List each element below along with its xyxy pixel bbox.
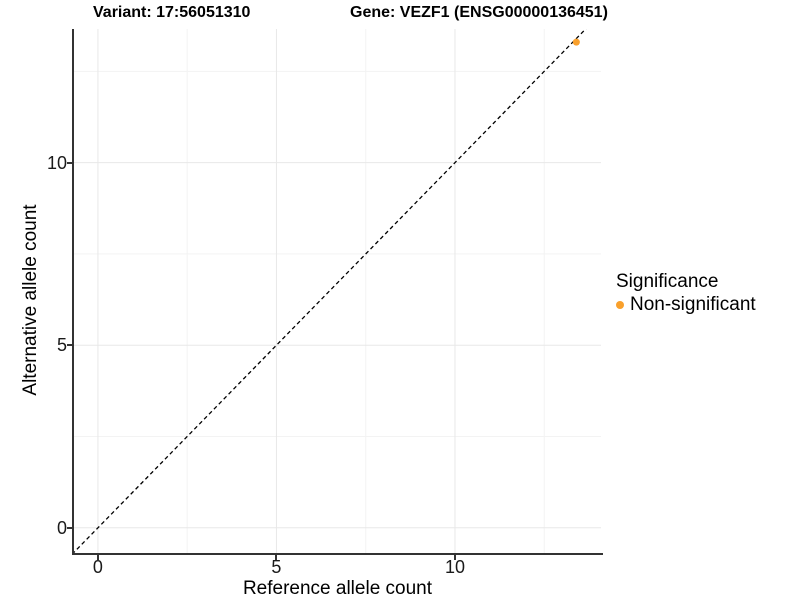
legend: Significance Non-significant (616, 270, 756, 316)
y-tick-label: 0 (56, 517, 67, 538)
x-axis-title: Reference allele count (242, 578, 433, 599)
x-tick-label: 5 (271, 557, 282, 577)
plot-canvas (74, 29, 601, 553)
y-tick-mark (67, 161, 72, 164)
non-significant-dot-icon (616, 300, 624, 309)
y-tick-label: 5 (56, 335, 67, 356)
x-tick-label: 0 (92, 557, 103, 577)
y-tick-mark (67, 526, 72, 529)
gene-title: Gene: VEZF1 (ENSG00000136451) (350, 4, 608, 21)
y-axis-line (72, 29, 74, 555)
plot-panel (74, 29, 601, 553)
x-tick-mark (453, 555, 456, 560)
x-axis-line (72, 553, 603, 555)
legend-item-non-significant: Non-significant (616, 293, 756, 316)
legend-item-label: Non-significant (630, 294, 756, 315)
y-axis-title: Alternative allele count (20, 204, 41, 396)
y-tick-label: 10 (46, 152, 67, 173)
y-tick-mark (67, 344, 72, 347)
legend-title: Significance (616, 271, 719, 292)
x-tick-label: 10 (444, 557, 465, 577)
data-point (572, 38, 580, 46)
variant-title: Variant: 17:56051310 (93, 4, 251, 21)
identity-line (74, 29, 587, 553)
x-tick-mark (275, 555, 278, 560)
x-tick-mark (96, 555, 99, 560)
